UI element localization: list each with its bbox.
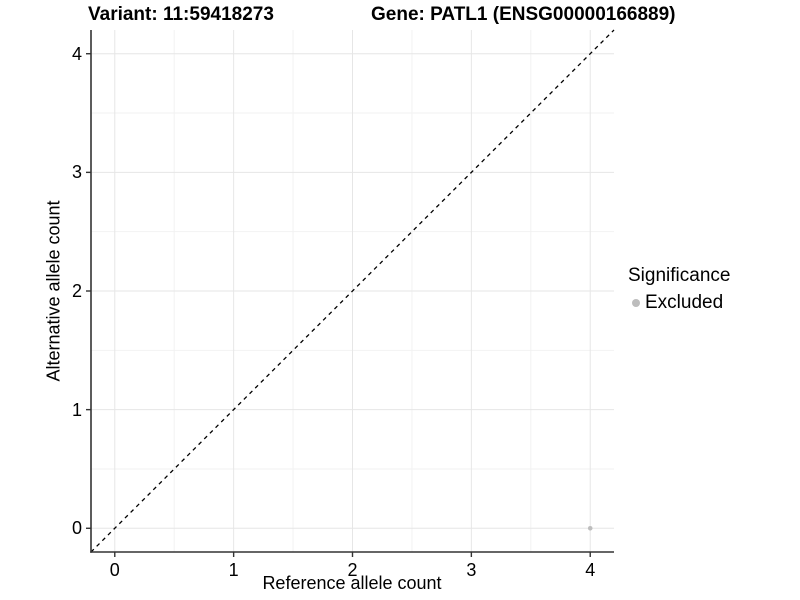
y-tick-label: 4 bbox=[71, 43, 82, 64]
x-tick-label: 4 bbox=[585, 560, 596, 580]
legend: Significance Excluded bbox=[628, 264, 730, 315]
x-tick-label: 3 bbox=[466, 560, 477, 580]
data-point bbox=[587, 525, 593, 531]
identity-line bbox=[90, 29, 615, 553]
y-tick-label: 0 bbox=[71, 518, 82, 539]
x-axis-title: Reference allele count bbox=[262, 573, 442, 593]
y-tick-label: 1 bbox=[71, 399, 82, 420]
y-tick-label: 3 bbox=[71, 162, 82, 183]
legend-title: Significance bbox=[628, 265, 731, 286]
excluded-point-icon bbox=[632, 299, 640, 307]
legend-item-excluded: Excluded bbox=[628, 291, 730, 315]
x-tick-label: 2 bbox=[347, 560, 358, 580]
plot-title-gene: Gene: PATL1 (ENSG00000166889) bbox=[371, 4, 676, 25]
x-tick-label: 1 bbox=[228, 560, 239, 580]
x-tick-label: 0 bbox=[109, 560, 120, 580]
y-tick-label: 2 bbox=[71, 281, 82, 301]
legend-item-label: Excluded bbox=[645, 292, 724, 313]
plot-title-variant: Variant: 11:59418273 bbox=[88, 4, 274, 25]
